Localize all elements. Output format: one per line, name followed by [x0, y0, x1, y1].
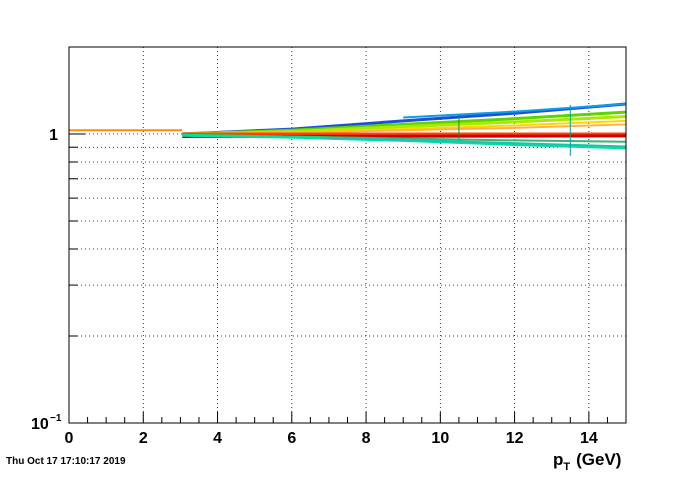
svg-text:pT(GeV): pT (GeV) [553, 450, 621, 472]
y-tick-label: 1 [49, 127, 58, 144]
x-tick-label: 12 [506, 430, 524, 447]
timestamp: Thu Oct 17 17:10:17 2019 [6, 456, 126, 467]
grid-layer [69, 47, 626, 423]
y-tick-label-exponent: −1 [50, 413, 62, 424]
series-line [403, 103, 627, 119]
errorbar-layer [458, 104, 571, 156]
x-tick-label: 0 [65, 430, 74, 447]
plot-frame [68, 46, 627, 424]
x-tick-label: 4 [213, 430, 222, 447]
x-tick-label: 14 [580, 430, 598, 447]
x-tick-label: 2 [139, 430, 148, 447]
series-line [182, 114, 627, 136]
x-axis-title: pT (GeV) [553, 450, 621, 473]
x-axis-title-unit: (GeV) [576, 450, 621, 469]
x-axis-title-main: p [553, 450, 563, 469]
x-tick-label: 10 [431, 430, 449, 447]
series-layer [69, 102, 627, 150]
x-tick-label: 6 [287, 430, 296, 447]
x-tick-label: 8 [362, 430, 371, 447]
x-axis-title-sub: T [563, 461, 570, 472]
y-tick-label: 10 [31, 416, 49, 433]
